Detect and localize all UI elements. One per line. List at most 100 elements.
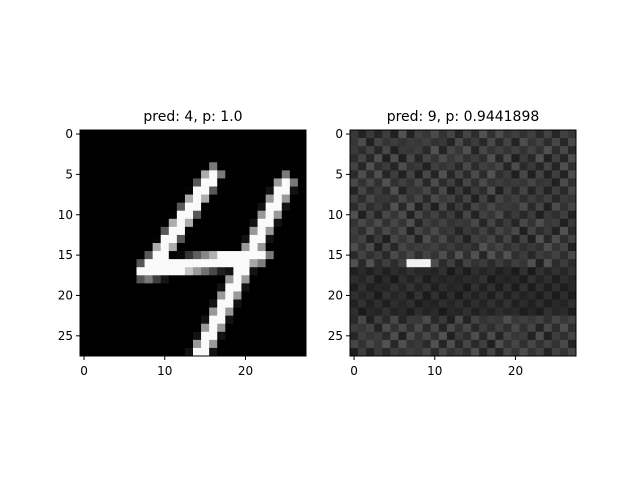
pixel-cell (398, 218, 407, 228)
pixel-cell (519, 202, 528, 212)
pixel-cell (209, 178, 218, 187)
pixel-cell (366, 138, 375, 147)
pixel-cell (120, 339, 129, 349)
pixel-cell (217, 275, 226, 284)
pixel-cell (366, 291, 375, 300)
pixel-cell (366, 162, 375, 171)
pixel-cell (543, 194, 553, 203)
pixel-cell (217, 218, 226, 228)
pixel-cell (471, 331, 480, 341)
pixel-cell (96, 202, 105, 212)
pixel-cell (382, 226, 391, 236)
pixel-cell (430, 251, 440, 260)
pixel-cell (128, 138, 137, 147)
pixel-cell (519, 218, 528, 228)
pixel-cell (225, 162, 234, 171)
pixel-cell (136, 146, 145, 155)
pixel-cell (479, 162, 488, 171)
pixel-cell (543, 275, 553, 284)
pixel-cell (406, 347, 415, 357)
pixel-cell (120, 218, 129, 228)
pixel-cell (193, 315, 202, 325)
pixel-cell (249, 251, 258, 260)
pixel-cell (398, 138, 407, 147)
pixel-cell (184, 291, 194, 300)
pixel-cell (289, 210, 299, 220)
pixel-cell (390, 267, 399, 276)
pixel-cell (535, 323, 545, 333)
pixel-cell (281, 178, 291, 187)
pixel-cell (422, 154, 432, 163)
pixel-cell (273, 315, 283, 325)
pixel-cell (422, 218, 432, 228)
pixel-cell (414, 267, 423, 276)
pixel-cell (422, 307, 432, 316)
pixel-cell (168, 218, 178, 228)
pixel-cell (160, 347, 170, 357)
pixel-cell (366, 130, 375, 139)
pixel-cell (479, 275, 488, 284)
pixel-cell (160, 315, 170, 325)
pixel-cell (503, 186, 512, 195)
pixel-cell (366, 339, 375, 349)
pixel-cell (112, 275, 121, 284)
pixel-cell (527, 170, 536, 179)
pixel-cell (567, 267, 577, 276)
pixel-cell (233, 162, 242, 171)
pixel-cell (88, 291, 97, 300)
pixel-cell (527, 194, 536, 203)
pixel-cell (479, 154, 488, 163)
pixel-cell (96, 194, 105, 203)
pixel-cell (495, 226, 504, 236)
pixel-cell (527, 323, 536, 333)
pixel-cell (184, 146, 194, 155)
pixel-cell (88, 210, 97, 220)
pixel-cell (201, 186, 210, 195)
pixel-cell (184, 331, 194, 341)
pixel-cell (495, 210, 504, 220)
pixel-cell (438, 218, 448, 228)
pixel-cell (184, 234, 194, 244)
pixel-cell (233, 178, 242, 187)
pixel-cell (535, 267, 545, 276)
pixel-cell (144, 299, 153, 308)
pixel-cell (144, 162, 153, 171)
pixel-cell (495, 194, 504, 203)
pixel-cell (104, 315, 113, 325)
pixel-cell (527, 218, 536, 228)
pixel-cell (559, 259, 569, 268)
pixel-cell (201, 218, 210, 228)
pixel-cell (112, 259, 121, 268)
pixel-cell (358, 218, 367, 228)
pixel-cell (479, 251, 488, 260)
pixel-cell (273, 154, 283, 163)
pixel-cell (273, 299, 283, 308)
pixel-cell (535, 331, 545, 341)
pixel-cell (487, 170, 496, 179)
pixel-cell (358, 202, 367, 212)
pixel-cell (160, 283, 170, 292)
pixel-cell (120, 347, 129, 357)
pixel-cell (209, 267, 218, 276)
pixel-cell (503, 170, 512, 179)
pixel-cell (511, 307, 520, 316)
pixel-cell (193, 154, 202, 163)
pixel-cell (438, 267, 448, 276)
pixel-cell (414, 170, 423, 179)
pixel-cell (543, 202, 553, 212)
pixel-cell (463, 275, 472, 284)
pixel-cell (519, 226, 528, 236)
pixel-cell (446, 138, 456, 147)
pixel-cell (80, 178, 89, 187)
pixel-cell (193, 331, 202, 341)
pixel-cell (225, 130, 234, 139)
pixel-cell (406, 315, 415, 325)
pixel-cell (136, 339, 145, 349)
pixel-cell (273, 283, 283, 292)
pixel-cell (144, 259, 153, 268)
pixel-cell (265, 323, 275, 333)
pixel-cell (249, 347, 258, 357)
pixel-cell (152, 251, 162, 260)
pixel-cell (390, 234, 399, 244)
pixel-cell (390, 347, 399, 357)
